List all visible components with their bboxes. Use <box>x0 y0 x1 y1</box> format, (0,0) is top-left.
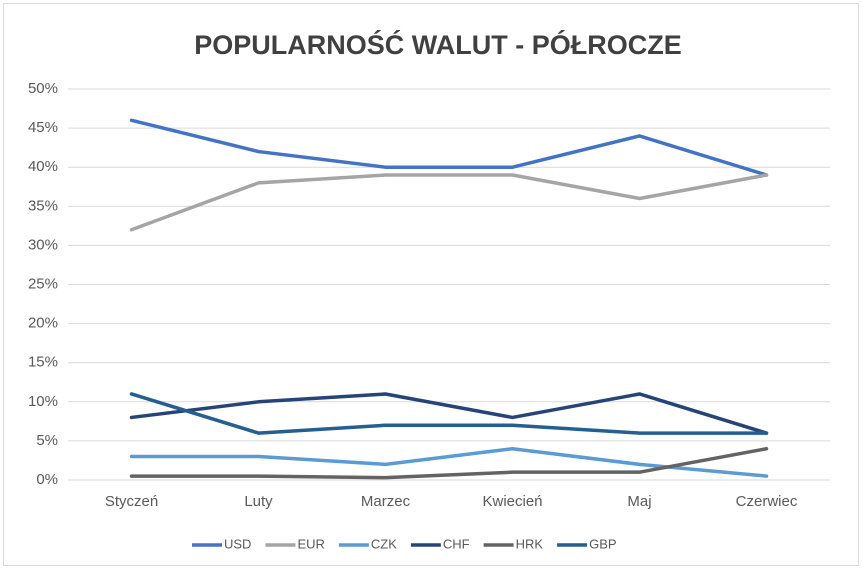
y-tick-label: 45% <box>28 119 58 136</box>
x-tick-label: Luty <box>244 493 273 510</box>
legend-label: USD <box>224 536 251 551</box>
y-tick-label: 0% <box>36 471 58 488</box>
series-line <box>129 173 769 232</box>
y-tick-label: 35% <box>28 197 58 214</box>
x-tick-label: Maj <box>627 493 651 510</box>
legend-label: GBP <box>589 536 616 551</box>
x-tick-label: Czerwiec <box>736 493 798 510</box>
legend-label: CHF <box>443 536 470 551</box>
y-tick-label: 20% <box>28 315 58 332</box>
chart-title: POPULARNOŚĆ WALUT - PÓŁROCZE <box>194 29 682 60</box>
y-tick-label: 40% <box>28 158 58 175</box>
series-line <box>129 446 769 480</box>
y-tick-label: 50% <box>28 80 58 97</box>
legend-label: EUR <box>297 536 324 551</box>
series-line <box>129 118 769 177</box>
y-tick-label: 30% <box>28 236 58 253</box>
x-tick-label: Kwiecień <box>482 493 542 510</box>
x-tick-label: Marzec <box>361 493 411 510</box>
y-tick-label: 15% <box>28 354 58 371</box>
y-tick-label: 25% <box>28 275 58 292</box>
series-line <box>129 392 769 435</box>
y-tick-label: 5% <box>36 432 58 449</box>
legend-label: HRK <box>516 536 544 551</box>
x-tick-label: Styczeń <box>105 493 158 510</box>
legend-label: CZK <box>371 536 397 551</box>
y-tick-label: 10% <box>28 393 58 410</box>
series-line <box>129 446 769 478</box>
series-line <box>129 392 769 435</box>
